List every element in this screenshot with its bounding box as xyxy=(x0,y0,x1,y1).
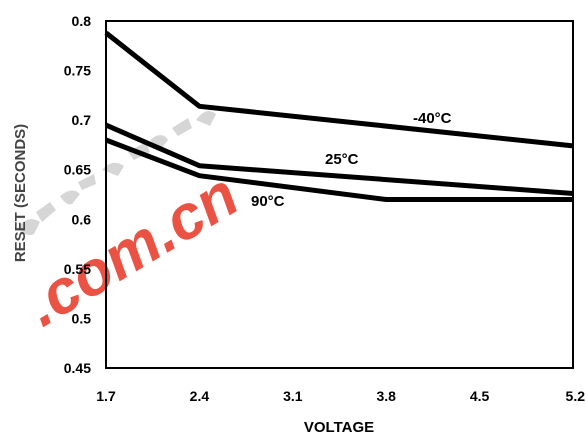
y-tick-label: 0.5 xyxy=(72,310,92,326)
y-tick-label: 0.7 xyxy=(72,112,92,128)
series-label-90: 90°C xyxy=(251,193,285,210)
y-tick-label: 0.6 xyxy=(72,211,92,227)
series-line-1 xyxy=(105,122,574,196)
watermark-glyphs xyxy=(18,111,216,236)
x-tick-label: 3.1 xyxy=(283,388,303,404)
watermark-domain: .com.cn xyxy=(14,160,250,340)
y-tick-label: 0.75 xyxy=(64,63,91,79)
series-line-0 xyxy=(104,30,574,149)
x-tick-label: 1.7 xyxy=(96,388,116,404)
x-tick-label: 3.8 xyxy=(376,388,396,404)
plot-area xyxy=(105,20,574,369)
x-tick-label: 5.2 xyxy=(566,388,586,404)
x-axis-title: VOLTAGE xyxy=(304,419,374,435)
y-tick-label: 0.45 xyxy=(64,360,91,376)
x-axis-ticks: 1.7 2.4 3.1 3.8 4.5 5.2 xyxy=(96,388,585,404)
series-lines xyxy=(104,30,574,202)
y-tick-label: 0.65 xyxy=(64,162,91,178)
series-label-25: 25°C xyxy=(325,151,359,168)
watermark-text: .com.cn xyxy=(14,160,250,340)
series-line-2 xyxy=(105,137,573,202)
y-tick-label: 0.55 xyxy=(64,261,91,277)
x-tick-label: 4.5 xyxy=(470,388,490,404)
series-label-minus40: -40°C xyxy=(413,110,452,127)
y-axis-ticks: 0.45 0.5 0.55 0.6 0.65 0.7 0.75 0.8 xyxy=(64,13,91,376)
x-tick-label: 2.4 xyxy=(190,388,210,404)
y-axis-title: RESET (SECONDS) xyxy=(12,124,29,262)
y-tick-label: 0.8 xyxy=(72,13,92,29)
